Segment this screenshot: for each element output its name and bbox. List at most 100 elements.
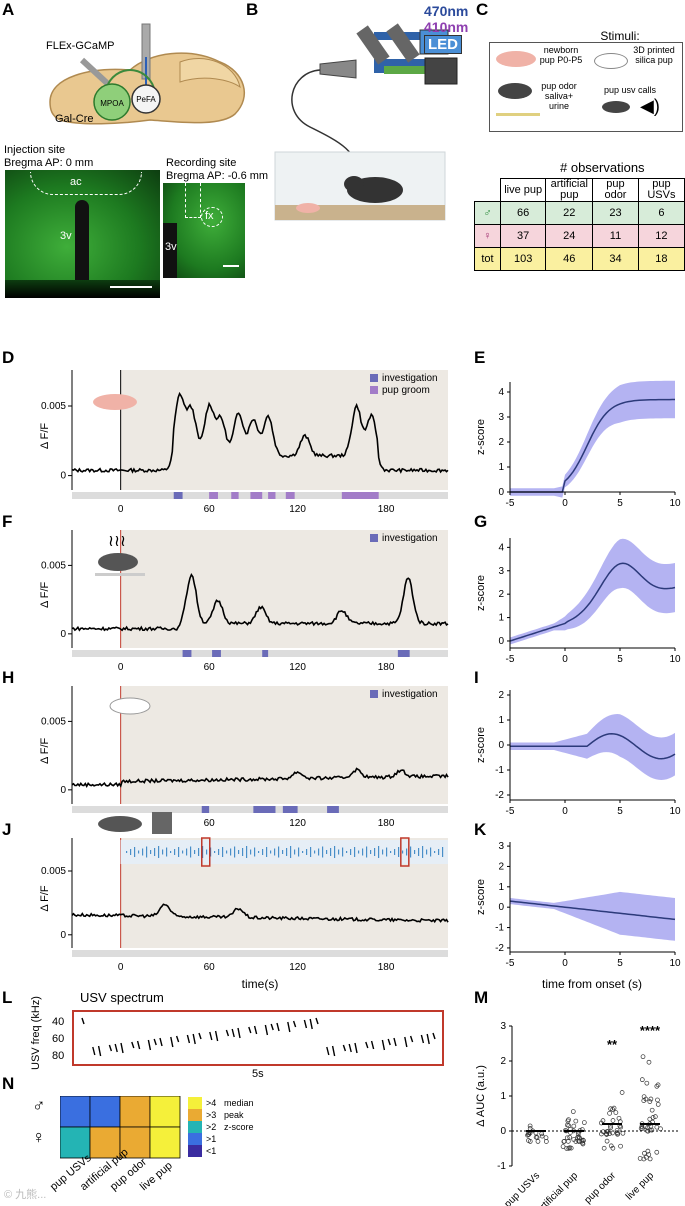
dichroic-1 xyxy=(356,25,390,65)
virus-label: FLEx-GCaMP xyxy=(46,40,115,52)
usv-syllable xyxy=(209,1031,213,1041)
y-tick-label: 0 xyxy=(60,629,66,640)
data-point xyxy=(567,1135,573,1140)
usv-ytick: 80 xyxy=(52,1050,65,1062)
investigation-bar xyxy=(182,650,192,657)
y-axis-label: Δ AUC (a.u.) xyxy=(475,1065,487,1127)
x-tick-label: 0 xyxy=(562,958,568,969)
swab-icon xyxy=(95,573,145,576)
panel-label-f: F xyxy=(2,512,13,531)
spectrogram-frame xyxy=(72,1010,444,1066)
usv-spectrum-title: USV spectrum xyxy=(80,990,164,1005)
table-cell: 37 xyxy=(499,224,547,248)
speaker-icon xyxy=(152,812,172,834)
pup-in-cage xyxy=(296,203,320,213)
data-point xyxy=(573,1139,579,1144)
y-tick-label: -1 xyxy=(497,1161,506,1172)
significance-marker: **** xyxy=(640,1023,661,1038)
data-point xyxy=(640,1126,645,1131)
stimuli-title: Stimuli: xyxy=(600,29,640,43)
usv-syllable xyxy=(315,1017,319,1025)
legend-label: >1 xyxy=(206,1134,217,1144)
usv-syllable xyxy=(354,1042,358,1054)
3v-tag: 3v xyxy=(60,230,72,242)
significance-marker: ** xyxy=(607,1037,618,1052)
usv-syllable xyxy=(147,1039,152,1051)
investigation-bar xyxy=(327,806,339,813)
pefa-circle xyxy=(131,84,161,114)
x-tick-label: 120 xyxy=(289,962,306,973)
row-label: ♂ xyxy=(474,201,501,225)
data-point xyxy=(608,1106,613,1112)
usv-syllable xyxy=(303,1019,308,1029)
table-cell: 18 xyxy=(637,247,685,271)
usv-mouse-icon xyxy=(98,816,142,832)
x-axis-label: time(s) xyxy=(242,977,279,991)
usv-syllable xyxy=(420,1034,425,1044)
table-header: pup odor xyxy=(592,178,639,202)
fiber-track-outline xyxy=(185,183,201,218)
panel-label-g: G xyxy=(474,512,488,531)
silica-pup-icon xyxy=(109,697,151,715)
data-point xyxy=(646,1059,652,1065)
data-point xyxy=(647,1116,653,1122)
y-axis-label: Δ F/F xyxy=(39,423,51,450)
table-cell: 22 xyxy=(545,201,594,225)
y-tick-label: 3 xyxy=(498,841,504,852)
usv-syllable xyxy=(136,1040,141,1050)
table-header: pup USVs xyxy=(637,178,685,202)
x-tick-label: -5 xyxy=(506,806,515,817)
usv-syllable xyxy=(342,1044,347,1052)
usv-mouse-icon xyxy=(602,101,630,113)
heatmap-cell xyxy=(149,1096,181,1128)
legend-label: >2 xyxy=(206,1122,217,1132)
usv-syllable xyxy=(248,1026,252,1034)
y-tick-label: -2 xyxy=(495,790,504,801)
y-tick-label: 3 xyxy=(498,412,504,423)
y-tick-label: 1 xyxy=(498,613,504,624)
stimulus-shade xyxy=(120,530,449,648)
usv-syllable xyxy=(381,1039,386,1051)
x-category-label: live pup xyxy=(624,1170,656,1202)
usv-syllable xyxy=(192,1033,196,1045)
usv-syllable xyxy=(432,1032,436,1040)
x-tick-label: 5 xyxy=(617,958,623,969)
usv-syllable xyxy=(270,1023,274,1031)
x-tick-label: 60 xyxy=(204,962,216,973)
x-tick-label: -5 xyxy=(506,654,515,665)
y-tick-label: 0.005 xyxy=(41,716,66,727)
panel-label-h: H xyxy=(2,668,15,687)
odor-waves-icon: ≀≀≀ xyxy=(108,533,126,550)
data-point xyxy=(641,1094,647,1100)
x-tick-label: 0 xyxy=(562,498,568,509)
panel-label-n: N xyxy=(2,1074,15,1093)
usv-syllable xyxy=(131,1041,135,1049)
heatmap-row-male: ♂ xyxy=(32,1095,46,1115)
y-tick-label: 2 xyxy=(498,861,504,872)
mean-zscore-line xyxy=(510,733,676,760)
data-point xyxy=(534,1135,540,1140)
table-cell: 66 xyxy=(499,201,547,225)
data-point xyxy=(607,1131,612,1136)
heatmap-legend-title: median peak z-score xyxy=(224,1097,254,1133)
watermark: © 九熊... xyxy=(4,1189,47,1201)
usv-syllable xyxy=(292,1020,297,1028)
data-point xyxy=(643,1154,649,1160)
usv-ytick: 60 xyxy=(52,1033,65,1045)
data-point xyxy=(620,1130,626,1136)
zscore-heatmap xyxy=(60,1096,181,1159)
data-point xyxy=(647,1127,653,1133)
y-tick-label: 0 xyxy=(498,636,504,647)
y-axis-label: z-score xyxy=(475,575,487,611)
stimulus-live-pup: newborn pup P0-P5 xyxy=(539,45,583,65)
fx-tag: fx xyxy=(205,210,214,222)
mpoa-circle xyxy=(93,83,131,121)
data-point xyxy=(611,1105,617,1111)
x-tick-label: 120 xyxy=(289,662,306,673)
legend-swatch-pup-groom xyxy=(370,386,378,394)
heatmap-cell xyxy=(119,1126,151,1159)
usv-syllable xyxy=(92,1046,96,1056)
usv-syllable xyxy=(387,1038,391,1046)
table-row-male: ♂ 66 22 23 6 xyxy=(474,201,685,225)
